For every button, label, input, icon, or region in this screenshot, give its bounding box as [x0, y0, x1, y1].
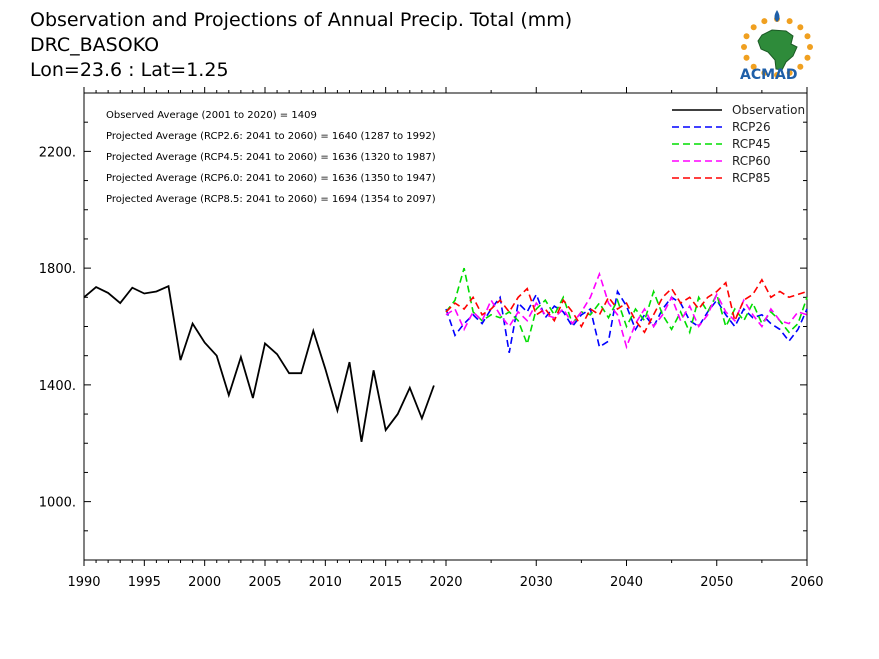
x-tick-label: 1995 — [128, 575, 161, 590]
sun-ray-dot — [786, 18, 793, 25]
stats-box: Observed Average (2001 to 2020) = 1409 P… — [106, 110, 436, 205]
station-name: DRC_BASOKO — [30, 34, 159, 56]
stat-rcp85-average: Projected Average (RCP8.5: 2041 to 2060)… — [106, 194, 436, 205]
x-tick-label: 2015 — [369, 575, 402, 590]
legend-label-rcp45: RCP45 — [732, 137, 771, 151]
sun-ray-dot — [797, 24, 804, 31]
sun-ray-dot — [797, 63, 804, 70]
y-tick-label: 1800. — [39, 262, 76, 277]
stat-rcp60-average: Projected Average (RCP6.0: 2041 to 2060)… — [106, 173, 436, 184]
series-group — [83, 267, 808, 442]
legend-label-rcp26: RCP26 — [732, 120, 771, 134]
y-tick-label: 2200. — [39, 145, 76, 160]
y-tick-label: 1400. — [39, 379, 76, 394]
legend: Observation RCP26 RCP45 RCP60 RCP85 — [672, 103, 805, 185]
africa-map-icon — [757, 29, 798, 71]
legend-label-rcp85: RCP85 — [732, 171, 771, 185]
legend-label-rcp60: RCP60 — [732, 154, 771, 168]
sun-ray-dot — [741, 44, 747, 50]
series-line-rcp85 — [445, 278, 808, 334]
sun-ray-dot — [743, 54, 750, 61]
sun-ray-dot — [750, 63, 757, 70]
y-tick-label: 1000. — [39, 496, 76, 511]
x-tick-label: 2050 — [700, 575, 733, 590]
x-tick-label: 2040 — [610, 575, 643, 590]
africa-map-sun-logo: ACMAD — [740, 10, 813, 83]
series-line-rcp60 — [445, 271, 808, 350]
sun-ray-dot — [807, 44, 813, 50]
legend-label-observation: Observation — [732, 103, 805, 117]
series-line-observation — [83, 284, 435, 442]
sun-ray-dot — [804, 54, 811, 61]
sun-ray-dot — [743, 33, 750, 40]
stat-observed-average: Observed Average (2001 to 2020) = 1409 — [106, 110, 317, 121]
chart-title: Observation and Projections of Annual Pr… — [30, 9, 572, 31]
series-line-rcp45 — [445, 267, 808, 347]
x-tick-label: 2020 — [429, 575, 462, 590]
sun-ray-dot — [761, 18, 768, 25]
x-tick-label: 2010 — [309, 575, 342, 590]
stat-rcp26-average: Projected Average (RCP2.6: 2041 to 2060)… — [106, 131, 436, 142]
sun-ray-dot — [804, 33, 811, 40]
sun-ray-dot — [786, 69, 793, 76]
series-line-rcp26 — [445, 289, 808, 353]
stat-rcp45-average: Projected Average (RCP4.5: 2041 to 2060)… — [106, 152, 436, 163]
x-tick-label: 2030 — [520, 575, 553, 590]
x-tick-label: 2005 — [248, 575, 281, 590]
sun-ray-dot — [761, 69, 768, 76]
coordinates-label: Lon=23.6 : Lat=1.25 — [30, 59, 229, 81]
logo-text: ACMAD — [740, 67, 798, 83]
sun-ray-dot — [750, 24, 757, 31]
water-drop-icon — [774, 10, 780, 22]
sun-icon — [741, 16, 813, 78]
x-tick-label: 2060 — [790, 575, 823, 590]
x-tick-label: 2000 — [188, 575, 221, 590]
axes: 1990 1995 2000 2005 2010 2015 2020 2030 2040 2050… — [39, 87, 824, 590]
x-tick-label: 1990 — [67, 575, 100, 590]
sun-ray-dot — [774, 72, 780, 78]
